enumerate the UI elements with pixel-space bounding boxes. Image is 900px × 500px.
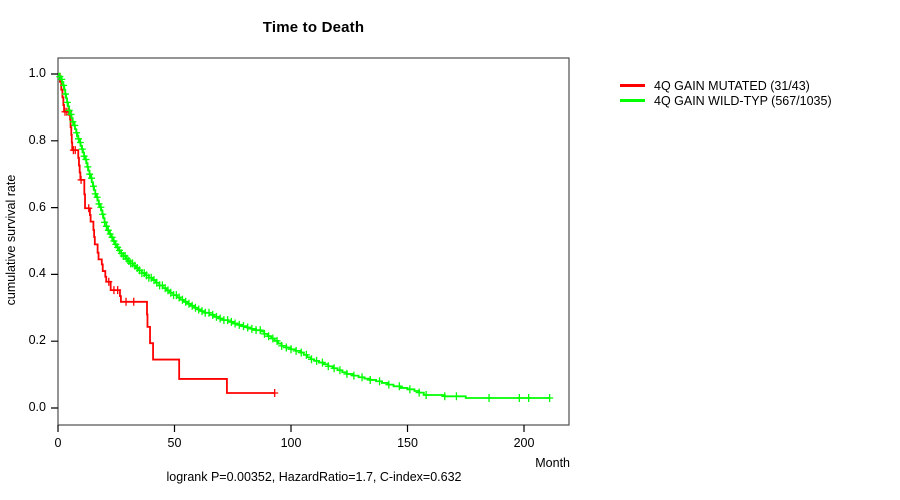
censor-marks-1: [56, 72, 554, 402]
axis-ticks: [51, 73, 525, 432]
stats-annotation: logrank P=0.00352, HazardRatio=1.7, C-in…: [166, 470, 462, 484]
y-tick-label: 0.4: [28, 266, 46, 281]
plot-box: [57, 57, 570, 426]
legend-item-mutated: 4Q GAIN MUTATED (31/43): [620, 78, 832, 93]
y-tick-label: 0.6: [28, 199, 46, 214]
legend-item-wildtype: 4Q GAIN WILD-TYP (567/1035): [620, 93, 832, 108]
x-tick-label: 150: [397, 436, 418, 450]
y-tick-label: 0.8: [28, 132, 46, 147]
x-tick-label: 50: [167, 436, 182, 450]
survival-curve-1: [58, 73, 550, 399]
legend-label-mutated: 4Q GAIN MUTATED (31/43): [654, 78, 810, 93]
x-tick-label: 200: [513, 436, 535, 450]
x-tick-label: 0: [54, 436, 62, 450]
survival-curve-0: [58, 73, 275, 394]
legend: 4Q GAIN MUTATED (31/43) 4Q GAIN WILD-TYP…: [620, 78, 832, 108]
y-tick-label: 1.0: [28, 66, 46, 80]
legend-label-wildtype: 4Q GAIN WILD-TYP (567/1035): [654, 93, 832, 108]
chart-title: Time to Death: [262, 19, 365, 36]
y-tick-label: 0.0: [28, 400, 46, 414]
legend-line-green: [620, 99, 645, 102]
x-tick-label: 100: [280, 436, 302, 450]
y-tick-label: 0.2: [28, 333, 46, 348]
legend-line-red: [620, 84, 645, 87]
censor-marks-0: [61, 107, 279, 397]
x-axis-label: Month: [535, 456, 570, 470]
